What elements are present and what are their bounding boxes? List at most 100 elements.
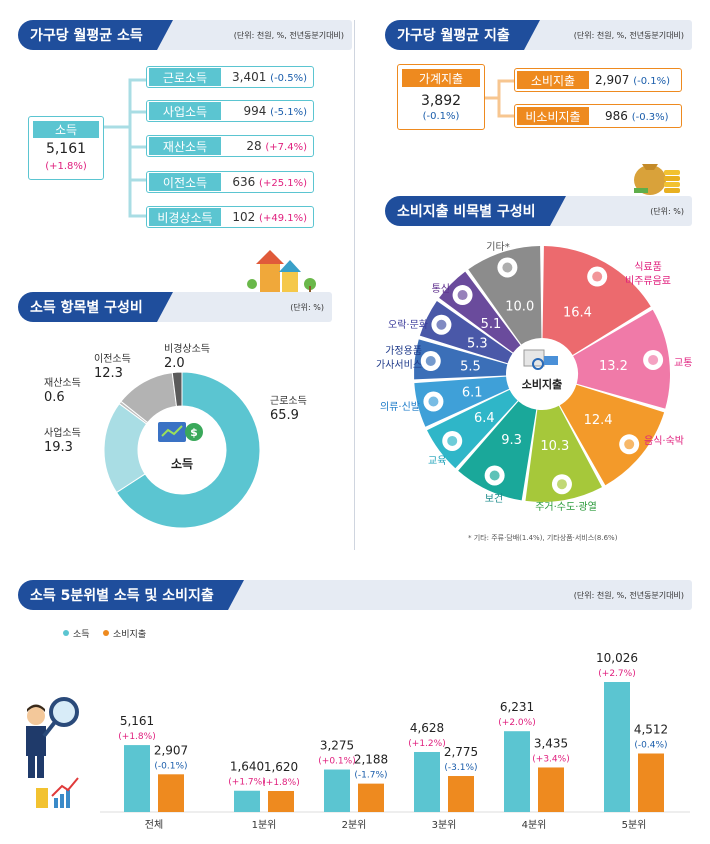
category-icon-dot [425, 356, 436, 367]
expense-title: 가구당 월평균 지출 [385, 20, 540, 50]
expense-header: 가구당 월평균 지출 (단위: 천원, %, 전년동분기대비) [385, 20, 692, 50]
expense-item-amount: 986 [605, 109, 628, 123]
income-slice-value: 65.9 [270, 408, 299, 423]
consumption-slice [458, 401, 537, 501]
expense-item-box: 비소비지출 986 (-0.3%) [514, 104, 682, 128]
consumption-slice-category: 오락·문화 [388, 319, 428, 331]
income-bar-change: (+0.1%) [318, 757, 355, 767]
category-icon-dot [489, 470, 500, 481]
income-item-label: 사업소득 [149, 102, 221, 120]
x-tick-label: 5분위 [622, 818, 647, 831]
expense-item-label: 소비지출 [517, 71, 589, 89]
income-header: 가구당 월평균 소득 (단위: 천원, %, 전년동분기대비) [18, 20, 352, 50]
person-leg [37, 756, 44, 778]
income-item-value: 636 (+25.1%) [232, 175, 307, 189]
income-bar-change: (+1.7%) [228, 778, 265, 788]
income-item-box: 비경상소득 102 (+49.1%) [146, 206, 314, 228]
consumption-slice-category: 보건 [485, 493, 503, 505]
expense-bar [358, 783, 384, 812]
income-item-amount: 994 [243, 104, 271, 118]
income-item-label: 비경상소득 [149, 208, 221, 226]
income-slice-category: 이전소득 [94, 353, 131, 365]
consumption-comp-header: 소비지출 비목별 구성비 (단위: %) [385, 196, 692, 226]
card-icon [544, 356, 558, 365]
expense-bar [448, 776, 474, 812]
expense-total-value: 3,892 [420, 93, 462, 109]
expense-bar-change: (-0.1%) [154, 761, 187, 771]
income-bar-change: (+1.2%) [408, 739, 445, 749]
consumption-slice-category: 음식·숙박 [644, 435, 684, 447]
income-unit: (단위: 천원, %, 전년동분기대비) [156, 20, 352, 50]
consumption-donut-chart: 16.4 13.2 12.4 10.3 9.3 6.4 6.1 5.5 5.3 5.110.0 소비… [376, 241, 692, 513]
income-item-change: (+7.4%) [265, 142, 307, 153]
consumption-slice-value: 9.3 [501, 433, 522, 448]
dollar-sign-icon: $ [190, 426, 198, 439]
consumption-slice-category: 의류·신발 [380, 401, 420, 413]
expense-bar-change: (+3.4%) [532, 754, 569, 764]
expense-item-change: (-0.1%) [633, 76, 671, 87]
income-bar [324, 769, 350, 812]
income-bar-value: 3,275 [320, 739, 354, 753]
expense-total-box: 가계지출 3,892 (-0.1%) [397, 64, 485, 130]
consumption-slice [573, 309, 670, 409]
trend-line-icon [161, 425, 183, 437]
money-bag-icon [634, 164, 680, 195]
income-item-change: (-0.5%) [270, 73, 307, 84]
dollar-bag-icon [185, 423, 203, 441]
income-item-value: 994 (-5.1%) [243, 104, 307, 118]
consumption-slice-value: 13.2 [599, 359, 628, 374]
consumption-slice-value: 6.4 [474, 411, 495, 426]
consumption-slice-category: 기타* [486, 241, 509, 253]
magnifier-handle [42, 720, 57, 738]
trend-arrow-icon [51, 777, 79, 797]
income-bar-change: (+1.8%) [118, 732, 155, 742]
consumption-center-label: 소비지출 [522, 377, 562, 391]
expense-bar-value: 1,620 [264, 760, 298, 774]
consumption-slice-category: 교통 [674, 357, 692, 369]
expense-item-value: 2,907 (-0.1%) [595, 73, 670, 87]
mini-bar-icon [54, 798, 58, 808]
magnifier-icon [49, 697, 79, 727]
expense-bar-value: 2,907 [154, 743, 188, 757]
income-comp-header: 소득 항목별 구성비 (단위: %) [18, 292, 332, 322]
consumption-slice-value: 12.4 [584, 413, 613, 428]
income-bar [504, 731, 530, 812]
expense-item-label: 비소비지출 [517, 107, 589, 125]
consumption-slice-value: 5.3 [467, 336, 488, 351]
person-hair [27, 704, 45, 712]
income-item-change: (-5.1%) [270, 107, 307, 118]
category-icon-dot [436, 319, 447, 330]
income-bar-change: (+2.7%) [598, 669, 635, 679]
person-head [27, 707, 45, 725]
mini-bar-icon [60, 794, 64, 808]
income-item-label: 재산소득 [149, 137, 221, 155]
house-icon [247, 250, 316, 292]
expense-bar [538, 767, 564, 812]
person-body [26, 726, 46, 756]
x-tick-label: 4분위 [522, 818, 547, 831]
x-tick-label: 3분위 [432, 818, 457, 831]
consumption-slice [468, 246, 542, 345]
expense-bar-change: (-1.7%) [354, 771, 387, 781]
income-slice-category: 재산소득 [44, 377, 81, 389]
person-illustration [26, 697, 79, 808]
quintile-bar-chart: 소득 소비지출5,161(+1.8%)2,907(-0.1%)전체1,640(+1… [26, 629, 690, 831]
consumption-comp-title: 소비지출 비목별 구성비 [385, 196, 566, 226]
x-tick-label: 1분위 [252, 818, 277, 831]
expense-bar-value: 3,435 [534, 736, 568, 750]
expense-bar-change: (-0.4%) [634, 740, 667, 750]
income-slice-category: 근로소득 [270, 395, 307, 407]
category-icon-dot [556, 479, 567, 490]
income-item-value: 28 (+7.4%) [246, 139, 307, 153]
expense-bar-value: 2,188 [354, 753, 388, 767]
expense-item-change: (-0.3%) [631, 112, 669, 123]
income-item-change: (+49.1%) [259, 213, 307, 224]
consumption-slice-category: 식료품 비주류음료 [625, 261, 671, 287]
consumption-slice-value: 5.1 [481, 317, 502, 332]
magnifier-icon [532, 358, 544, 370]
expense-bar [638, 753, 664, 812]
expense-bar-change: (-3.1%) [444, 763, 477, 773]
income-connector [102, 78, 148, 218]
legend-label-expense: 소비지출 [113, 629, 146, 640]
